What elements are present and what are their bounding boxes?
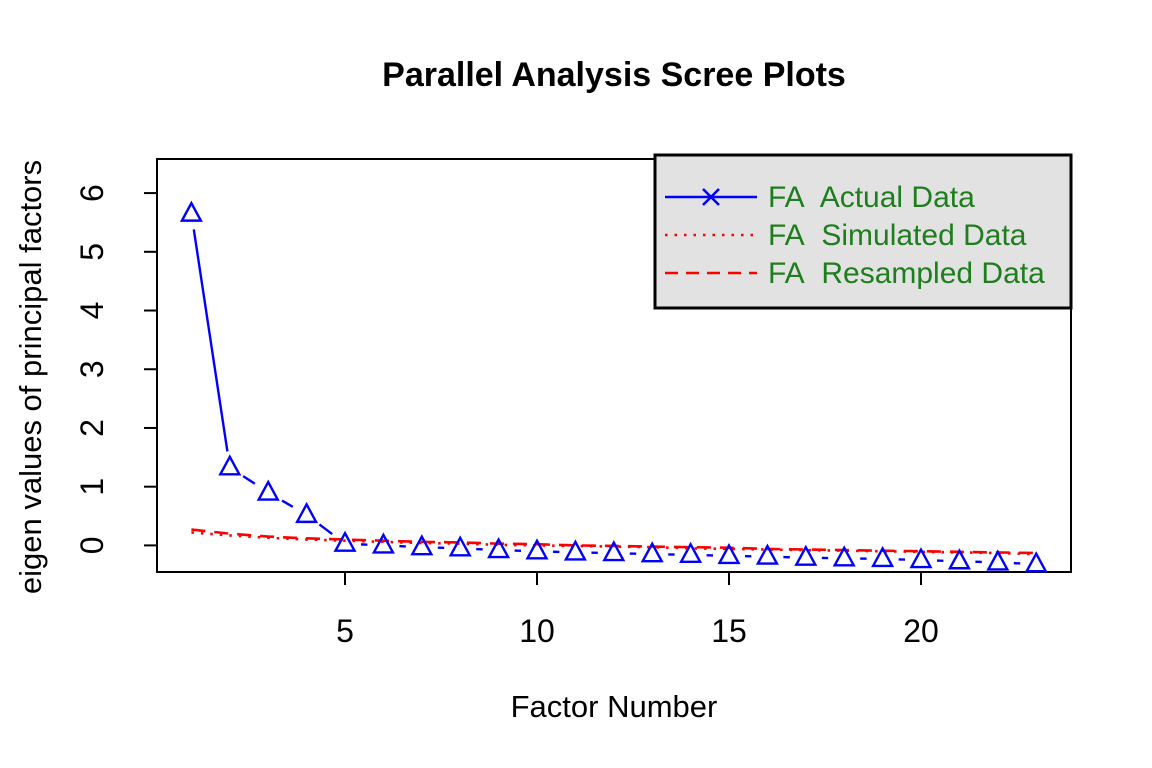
fa-actual-marker: [717, 542, 741, 565]
fa-actual-marker: [256, 479, 280, 501]
fa-actual-segment: [192, 229, 229, 452]
y-tick-label: 3: [74, 360, 110, 378]
fa-actual-marker: [563, 539, 587, 561]
legend-label-actual: FA Actual Data: [768, 181, 975, 214]
y-tick-label: 6: [74, 184, 110, 202]
legend-label-simulated: FA Simulated Data: [768, 219, 1027, 252]
legend-box: [653, 153, 1073, 310]
fa-actual-marker: [179, 200, 203, 222]
fa-actual-marker: [871, 545, 895, 568]
series-fa-simulated-line: [191, 531, 1037, 556]
fa-actual-marker: [487, 537, 511, 559]
fa-actual-marker: [218, 454, 242, 476]
fa-actual-segment: [242, 475, 256, 485]
y-axis: 0 1 2 3 4 5 6: [74, 184, 157, 554]
series-group: [179, 200, 1048, 573]
fa-actual-marker: [333, 530, 357, 552]
y-tick-label: 2: [74, 419, 110, 437]
plot-box: [156, 158, 1072, 573]
fa-actual-marker: [448, 535, 472, 557]
fa-actual-marker: [525, 538, 549, 560]
fa-actual-marker: [679, 541, 703, 563]
series-fa-actual-markers: [179, 200, 1048, 573]
legend-x-marker: [702, 188, 720, 206]
fa-actual-segment: [281, 499, 294, 508]
y-tick-label: 0: [74, 537, 110, 555]
fa-actual-marker: [602, 540, 626, 562]
fa-actual-marker: [832, 545, 856, 567]
fa-actual-marker: [640, 541, 664, 563]
y-tick-label: 5: [74, 243, 110, 261]
x-axis-label: Factor Number: [510, 689, 718, 724]
fa-actual-segment: [318, 523, 333, 536]
fa-actual-marker: [755, 543, 779, 565]
chart-title: Parallel Analysis Scree Plots: [382, 56, 846, 94]
x-tick-label: 20: [903, 613, 939, 649]
fa-actual-marker: [371, 532, 395, 554]
fa-actual-marker: [947, 548, 971, 570]
legend: FA Actual Data FA Simulated Data FA Resamp…: [653, 153, 1073, 310]
x-tick-label: 5: [336, 613, 354, 649]
fa-actual-marker: [794, 544, 818, 566]
series-fa-actual-line: [192, 229, 1021, 565]
fa-actual-marker: [986, 549, 1010, 571]
fa-actual-marker: [295, 501, 319, 524]
y-tick-label: 1: [74, 478, 110, 496]
x-axis: 5 10 15 20: [336, 572, 939, 649]
fa-actual-marker: [410, 534, 434, 556]
legend-label-resampled: FA Resampled Data: [768, 257, 1045, 290]
fa-actual-marker: [1024, 551, 1048, 573]
fa-actual-marker: [909, 547, 933, 569]
y-tick-label: 4: [74, 302, 110, 320]
x-tick-label: 15: [711, 613, 747, 649]
series-fa-resampled-line: [191, 528, 1037, 555]
x-tick-label: 10: [519, 613, 555, 649]
